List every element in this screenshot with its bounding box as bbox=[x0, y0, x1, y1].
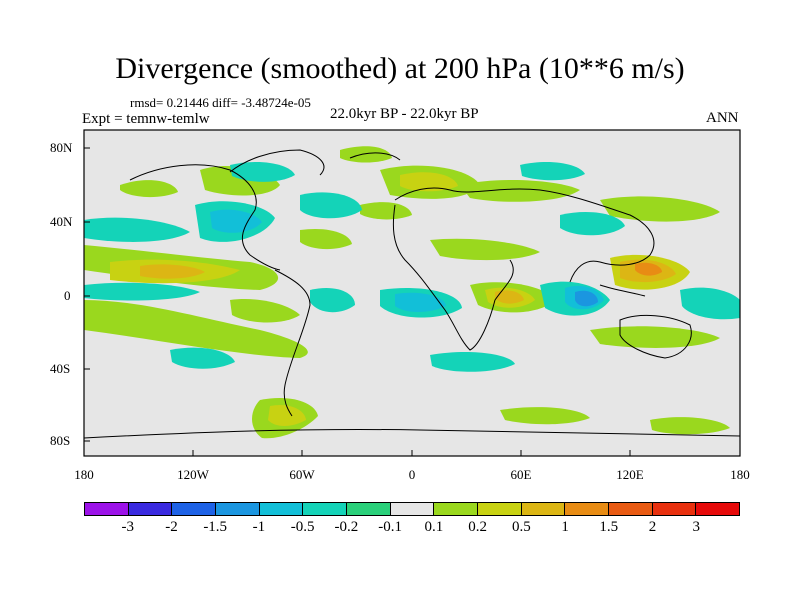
colorbar-label: -3 bbox=[121, 519, 134, 535]
divergence-field bbox=[84, 146, 740, 439]
colorbar-swatch bbox=[565, 503, 610, 515]
colorbar-swatch bbox=[128, 503, 173, 515]
lon-label: 120W bbox=[177, 467, 209, 482]
stats-line: rmsd= 0.21446 diff= -3.48724e-05 bbox=[130, 95, 311, 110]
colorbar-label: -0.2 bbox=[334, 519, 359, 535]
colorbar-label: 0.5 bbox=[511, 519, 531, 535]
colorbar-label: 1.5 bbox=[599, 519, 619, 535]
lon-label: 180 bbox=[74, 467, 94, 482]
colorbar-label: -1 bbox=[252, 519, 266, 535]
lon-label: 60E bbox=[510, 467, 532, 482]
coastlines bbox=[84, 149, 740, 439]
lat-label: 40S bbox=[50, 361, 71, 376]
lat-label: 0 bbox=[64, 288, 71, 303]
experiment-label: Expt = temnw-temlw bbox=[82, 111, 210, 127]
colorbar-label: 0.2 bbox=[468, 519, 487, 535]
colorbar-label: -2 bbox=[165, 519, 178, 535]
colorbar-swatch bbox=[696, 503, 740, 515]
lat-label: 40N bbox=[50, 214, 73, 229]
lat-label: 80S bbox=[50, 433, 71, 448]
colorbar-swatch bbox=[172, 503, 217, 515]
colorbar-label: 2 bbox=[648, 519, 657, 535]
colorbar-swatch bbox=[347, 503, 391, 515]
season-label: ANN bbox=[706, 110, 739, 126]
colorbar-label: 3 bbox=[692, 519, 701, 535]
lon-label: 120E bbox=[616, 467, 644, 482]
plot-title: Divergence (smoothed) at 200 hPa (10**6 … bbox=[115, 52, 685, 85]
colorbar-label: -1.5 bbox=[203, 519, 228, 535]
lon-label: 180 bbox=[730, 467, 750, 482]
colorbar-label: -0.5 bbox=[290, 519, 315, 535]
colorbar-swatch bbox=[434, 503, 479, 515]
lat-label: 80N bbox=[50, 140, 73, 155]
colorbar-label: 1 bbox=[561, 519, 569, 535]
colorbar-swatch bbox=[216, 503, 260, 515]
colorbar-swatch bbox=[609, 503, 653, 515]
colorbar-swatch bbox=[259, 503, 304, 515]
colorbar bbox=[84, 502, 740, 516]
colorbar-swatch bbox=[478, 503, 522, 515]
colorbar-swatch bbox=[85, 503, 129, 515]
colorbar-swatch bbox=[652, 503, 697, 515]
axis-ticks bbox=[83, 147, 741, 456]
colorbar-label: 0.1 bbox=[424, 519, 444, 535]
colorbar-label: -0.1 bbox=[378, 519, 402, 535]
colorbar-swatch bbox=[303, 503, 348, 515]
lon-label: 0 bbox=[408, 467, 416, 482]
colorbar-swatch bbox=[521, 503, 566, 515]
period-label: 22.0kyr BP - 22.0kyr BP bbox=[330, 106, 479, 122]
lon-label: 60W bbox=[289, 467, 315, 482]
colorbar-swatch bbox=[390, 503, 435, 515]
